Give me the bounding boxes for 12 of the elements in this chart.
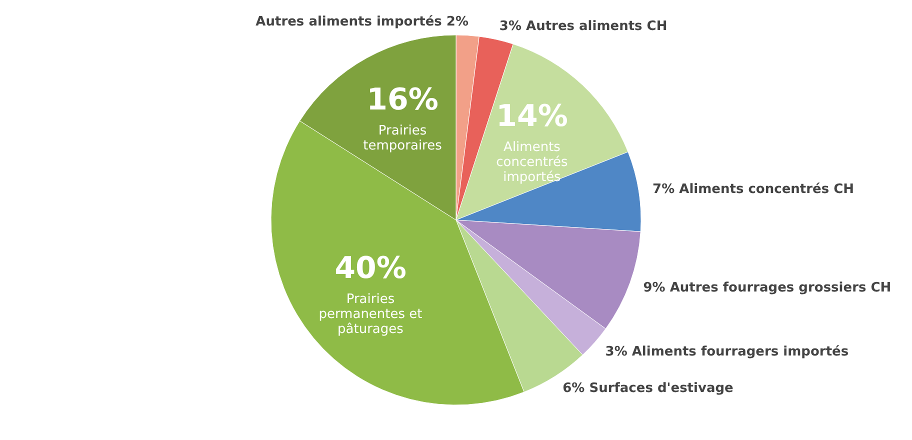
slice-label: 9% Autres fourrages grossiers CH [643,280,892,296]
data-label: 14% [496,99,568,134]
slice-label: Autres aliments importés 2% [256,14,468,30]
slice-label: Prairies permanentes et pâturages [318,292,422,337]
slice-label: 7% Aliments concentrés CH [652,182,854,197]
slice-label: Prairies temporaires [363,124,442,154]
slice-label: 3% Aliments fourragers importés [605,344,849,360]
data-label: 40% [334,250,406,286]
slice-label: 3% Autres aliments CH [499,18,668,34]
slice-label: 6% Surfaces d'estivage [562,381,734,396]
data-label: 16% [366,82,438,118]
slice-label: Aliments concentrés importés [496,140,568,186]
